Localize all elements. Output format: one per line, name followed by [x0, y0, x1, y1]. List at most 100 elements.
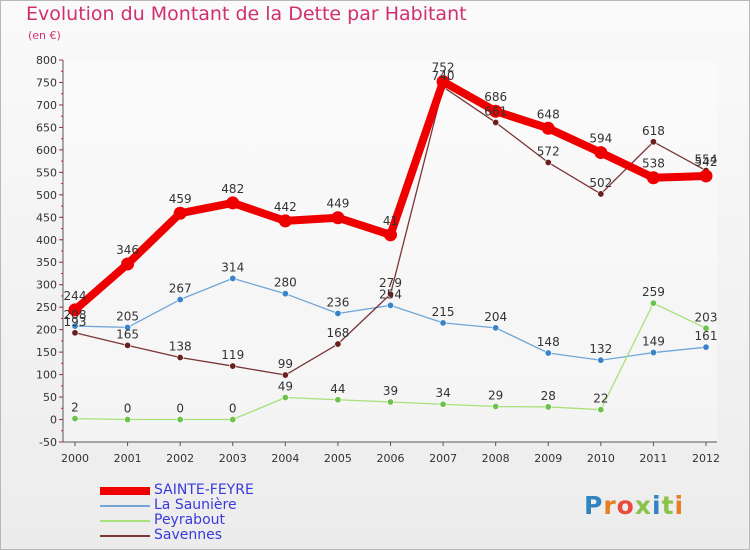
y-tick-label: 450: [36, 211, 57, 224]
data-point-peyrabout: [124, 416, 132, 424]
legend-label: SAINTE-FEYRE: [154, 482, 254, 498]
data-label-sainte-feyre: 244: [64, 289, 87, 303]
x-tick-label: 2005: [324, 452, 352, 465]
data-point-la-sauni-re: [176, 296, 184, 304]
data-point-la-sauni-re: [71, 322, 79, 330]
data-label-savennes: 165: [116, 327, 139, 341]
data-label-savennes: 119: [221, 348, 244, 362]
y-tick-label: 200: [36, 324, 57, 337]
data-label-sainte-feyre: 538: [642, 157, 665, 171]
y-tick-label: 650: [36, 121, 57, 134]
legend-item-la-sauni-re: La Saunière: [100, 498, 254, 513]
chart-axes: 8007507006506005505004504003503002502001…: [36, 54, 720, 465]
data-label-la-sauni-re: 280: [274, 276, 297, 290]
data-point-savennes: [649, 138, 657, 146]
x-tick-label: 2010: [587, 452, 615, 465]
legend-swatch: [100, 534, 150, 537]
data-point-la-sauni-re: [334, 309, 342, 317]
logo-letter: P: [584, 491, 604, 520]
legend-item-savennes: Savennes: [100, 528, 254, 543]
data-label-sainte-feyre: 482: [221, 182, 244, 196]
data-label-la-sauni-re: 236: [326, 295, 349, 309]
data-point-peyrabout: [281, 394, 289, 402]
data-point-sainte-feyre: [121, 257, 135, 271]
legend-swatch: [100, 504, 150, 507]
y-tick-label: 500: [36, 189, 57, 202]
data-label-la-sauni-re: 314: [221, 260, 244, 274]
y-tick-label: 700: [36, 99, 57, 112]
y-tick-label: 250: [36, 301, 57, 314]
x-tick-label: 2004: [271, 452, 299, 465]
data-point-sainte-feyre: [646, 171, 660, 185]
data-point-sainte-feyre: [173, 206, 187, 220]
data-point-sainte-feyre: [278, 214, 292, 228]
legend-label: La Saunière: [154, 497, 237, 513]
data-point-savennes: [334, 340, 342, 348]
data-label-savennes: 618: [642, 124, 665, 138]
data-point-peyrabout: [71, 415, 79, 423]
data-point-la-sauni-re: [597, 356, 605, 364]
data-label-savennes: 502: [589, 176, 612, 190]
y-tick-label: -50: [39, 436, 57, 449]
data-point-peyrabout: [176, 416, 184, 424]
data-label-peyrabout: 39: [383, 384, 398, 398]
x-tick-label: 2000: [61, 452, 89, 465]
data-point-la-sauni-re: [229, 274, 237, 282]
data-label-savennes: 193: [64, 315, 87, 329]
data-point-savennes: [281, 371, 289, 379]
data-label-la-sauni-re: 204: [484, 310, 507, 324]
data-label-peyrabout: 49: [278, 380, 293, 394]
data-label-sainte-feyre: 594: [589, 132, 612, 146]
data-label-peyrabout: 44: [330, 382, 345, 396]
data-point-la-sauni-re: [702, 343, 710, 351]
data-label-sainte-feyre: 542: [695, 155, 718, 169]
data-label-peyrabout: 28: [541, 389, 556, 403]
data-label-la-sauni-re: 215: [432, 305, 455, 319]
data-point-la-sauni-re: [124, 323, 132, 331]
data-point-sainte-feyre: [226, 196, 240, 210]
data-label-la-sauni-re: 149: [642, 335, 665, 349]
x-tick-label: 2011: [639, 452, 667, 465]
data-point-peyrabout: [649, 299, 657, 307]
data-point-sainte-feyre: [541, 121, 555, 135]
data-point-savennes: [176, 354, 184, 362]
data-point-peyrabout: [492, 402, 500, 410]
data-label-la-sauni-re: 267: [169, 282, 192, 296]
data-point-peyrabout: [597, 406, 605, 414]
proxiti-logo: Proxiti: [584, 491, 684, 520]
data-label-peyrabout: 2: [71, 401, 79, 415]
logo-letter: i: [652, 491, 662, 520]
line-chart: 8007507006506005505004504003503002502001…: [36, 54, 720, 465]
data-label-peyrabout: 203: [695, 310, 718, 324]
legend-swatch: [100, 519, 150, 522]
data-label-sainte-feyre: 346: [116, 243, 139, 257]
chart-series: [68, 75, 713, 424]
data-point-sainte-feyre: [594, 146, 608, 160]
data-point-savennes: [386, 290, 394, 298]
x-tick-label: 2002: [166, 452, 194, 465]
y-tick-label: 400: [36, 234, 57, 247]
data-label-savennes: 572: [537, 144, 560, 158]
legend-label: Savennes: [154, 527, 223, 543]
y-tick-label: 0: [50, 414, 57, 427]
data-label-la-sauni-re: 208: [64, 308, 87, 322]
data-label-savennes: 168: [326, 326, 349, 340]
data-label-sainte-feyre: 442: [274, 200, 297, 214]
data-label-savennes: 740: [432, 69, 455, 83]
y-tick-label: 350: [36, 256, 57, 269]
data-point-savennes: [229, 362, 237, 370]
data-point-savennes: [492, 118, 500, 126]
y-tick-label: 100: [36, 369, 57, 382]
data-label-la-sauni-re: 205: [116, 309, 139, 323]
data-label-sainte-feyre: 686: [484, 90, 507, 104]
chart-subtitle: (en €): [28, 29, 61, 42]
x-tick-label: 2003: [219, 452, 247, 465]
data-label-la-sauni-re: 132: [589, 342, 612, 356]
y-tick-label: 600: [36, 144, 57, 157]
logo-letter: t: [661, 491, 675, 520]
x-tick-label: 2007: [429, 452, 457, 465]
data-label-peyrabout: 34: [435, 386, 450, 400]
logo-letter: i: [674, 491, 685, 520]
data-point-la-sauni-re: [439, 319, 447, 327]
